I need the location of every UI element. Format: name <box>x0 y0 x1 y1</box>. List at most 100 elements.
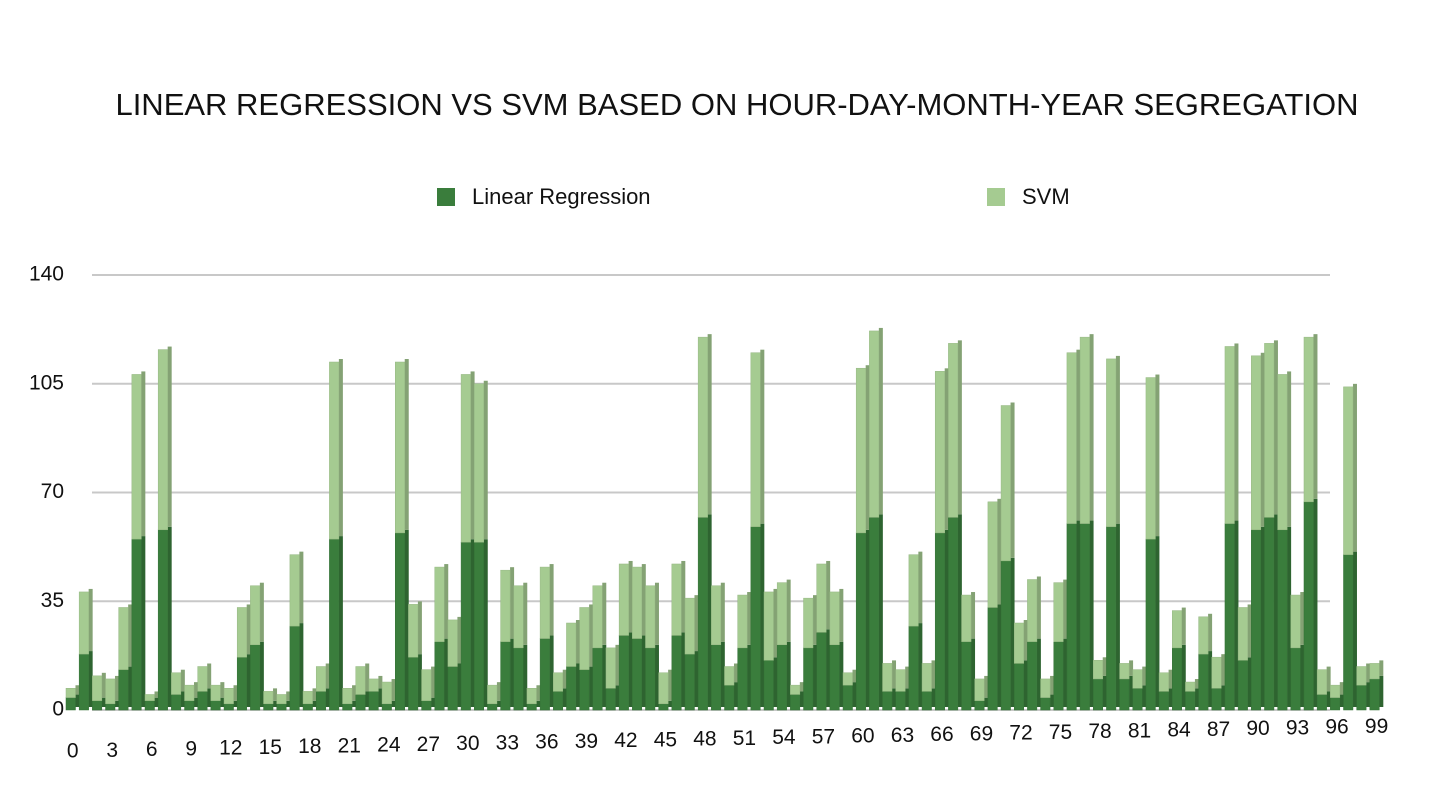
bar-side <box>1010 402 1015 558</box>
bar-side <box>681 632 686 707</box>
bar-side <box>325 688 330 707</box>
bar-side <box>1234 520 1239 707</box>
bar-segment <box>605 688 616 711</box>
bar-segment <box>1013 622 1024 664</box>
bar-segment <box>658 672 669 705</box>
bar-segment <box>671 563 682 636</box>
bar-side <box>141 371 146 537</box>
bar-side <box>391 679 396 701</box>
bar-segment <box>1211 688 1222 711</box>
x-tick-label: 81 <box>1128 719 1151 742</box>
bar-segment <box>855 532 866 711</box>
bar-segment <box>1290 647 1301 711</box>
x-tick-label: 84 <box>1167 719 1191 742</box>
bar-side <box>1089 520 1094 707</box>
bar-segment <box>1303 336 1314 503</box>
bar-segment <box>566 622 577 667</box>
bar-segment <box>632 566 643 639</box>
bar-segment <box>355 694 366 711</box>
bar-segment <box>882 691 893 711</box>
bar-segment <box>302 703 313 711</box>
bar-segment <box>645 647 656 711</box>
x-tick-label: 57 <box>812 725 835 748</box>
bar-side <box>523 644 528 707</box>
bar-side <box>957 514 962 707</box>
legend-swatch <box>437 188 455 206</box>
bar-side <box>944 529 949 707</box>
bar-side <box>1379 675 1384 707</box>
legend-label: SVM <box>1022 184 1070 209</box>
bar-side <box>813 644 818 707</box>
bar-side <box>878 514 883 707</box>
bar-side <box>589 604 594 667</box>
bar-side <box>944 368 949 530</box>
x-tick-label: 87 <box>1207 718 1230 741</box>
bar-side <box>1181 644 1186 707</box>
bar-segment <box>869 517 880 711</box>
bar-side <box>839 588 844 642</box>
bar-segment <box>1185 681 1196 692</box>
chart-title: LINEAR REGRESSION VS SVM BASED ON HOUR-D… <box>115 87 1358 122</box>
bar-side <box>483 539 488 707</box>
bar-segment <box>381 703 392 711</box>
x-tick-label: 90 <box>1246 717 1269 740</box>
bar-segment <box>1290 594 1301 649</box>
bar-side <box>602 582 607 645</box>
bar-side <box>1379 660 1384 676</box>
bar-side <box>971 638 976 707</box>
bar-side <box>365 691 370 707</box>
bar-segment <box>184 684 195 701</box>
bar-side <box>510 567 515 639</box>
bar-segment <box>790 694 801 711</box>
bar-segment <box>803 597 814 649</box>
bar-side <box>299 551 304 624</box>
bar-side <box>114 700 119 707</box>
bar-segment <box>1330 697 1341 711</box>
bar-side <box>1352 383 1357 552</box>
bar-side <box>786 579 791 642</box>
bar-segment <box>987 501 998 608</box>
bar-side <box>760 349 765 524</box>
bar-side <box>1208 651 1213 707</box>
bar-segment <box>1356 666 1367 686</box>
bar-segment <box>934 532 945 711</box>
bar-side <box>1247 657 1252 707</box>
bar-segment <box>921 663 932 692</box>
x-tick-label: 0 <box>67 740 79 763</box>
bar-segment <box>829 591 840 646</box>
bar-side <box>1181 607 1186 645</box>
bar-segment <box>197 691 208 711</box>
bar-side <box>536 700 541 707</box>
bar-segment <box>526 688 537 705</box>
bar-segment <box>171 672 182 695</box>
bar-segment <box>1330 684 1341 698</box>
bar-segment <box>447 619 458 667</box>
bar-side <box>220 697 225 707</box>
bar-side <box>1115 523 1120 707</box>
x-tick-label: 63 <box>891 724 914 747</box>
bar-side <box>1326 666 1331 692</box>
bar-segment <box>645 585 656 649</box>
bar-segment <box>803 647 814 711</box>
bar-side <box>391 700 396 707</box>
bar-side <box>1129 675 1134 707</box>
bar-side <box>88 651 93 707</box>
bar-side <box>207 688 212 707</box>
bar-segment <box>289 625 300 711</box>
bar-segment <box>948 517 959 711</box>
bar-segment <box>842 672 853 686</box>
bar-side <box>892 660 897 689</box>
bar-side <box>1076 349 1081 521</box>
bar-side <box>720 582 725 642</box>
bar-side <box>852 682 857 707</box>
bar-side <box>575 620 580 664</box>
bar-side <box>114 675 119 701</box>
x-tick-label: 78 <box>1088 720 1111 743</box>
bar-segment <box>434 641 445 711</box>
bar-segment <box>961 641 972 711</box>
bar-segment <box>329 361 340 540</box>
bar-segment <box>684 653 695 711</box>
bar-side <box>1208 613 1213 652</box>
bar-side <box>1313 334 1318 499</box>
bar-segment <box>513 585 524 649</box>
